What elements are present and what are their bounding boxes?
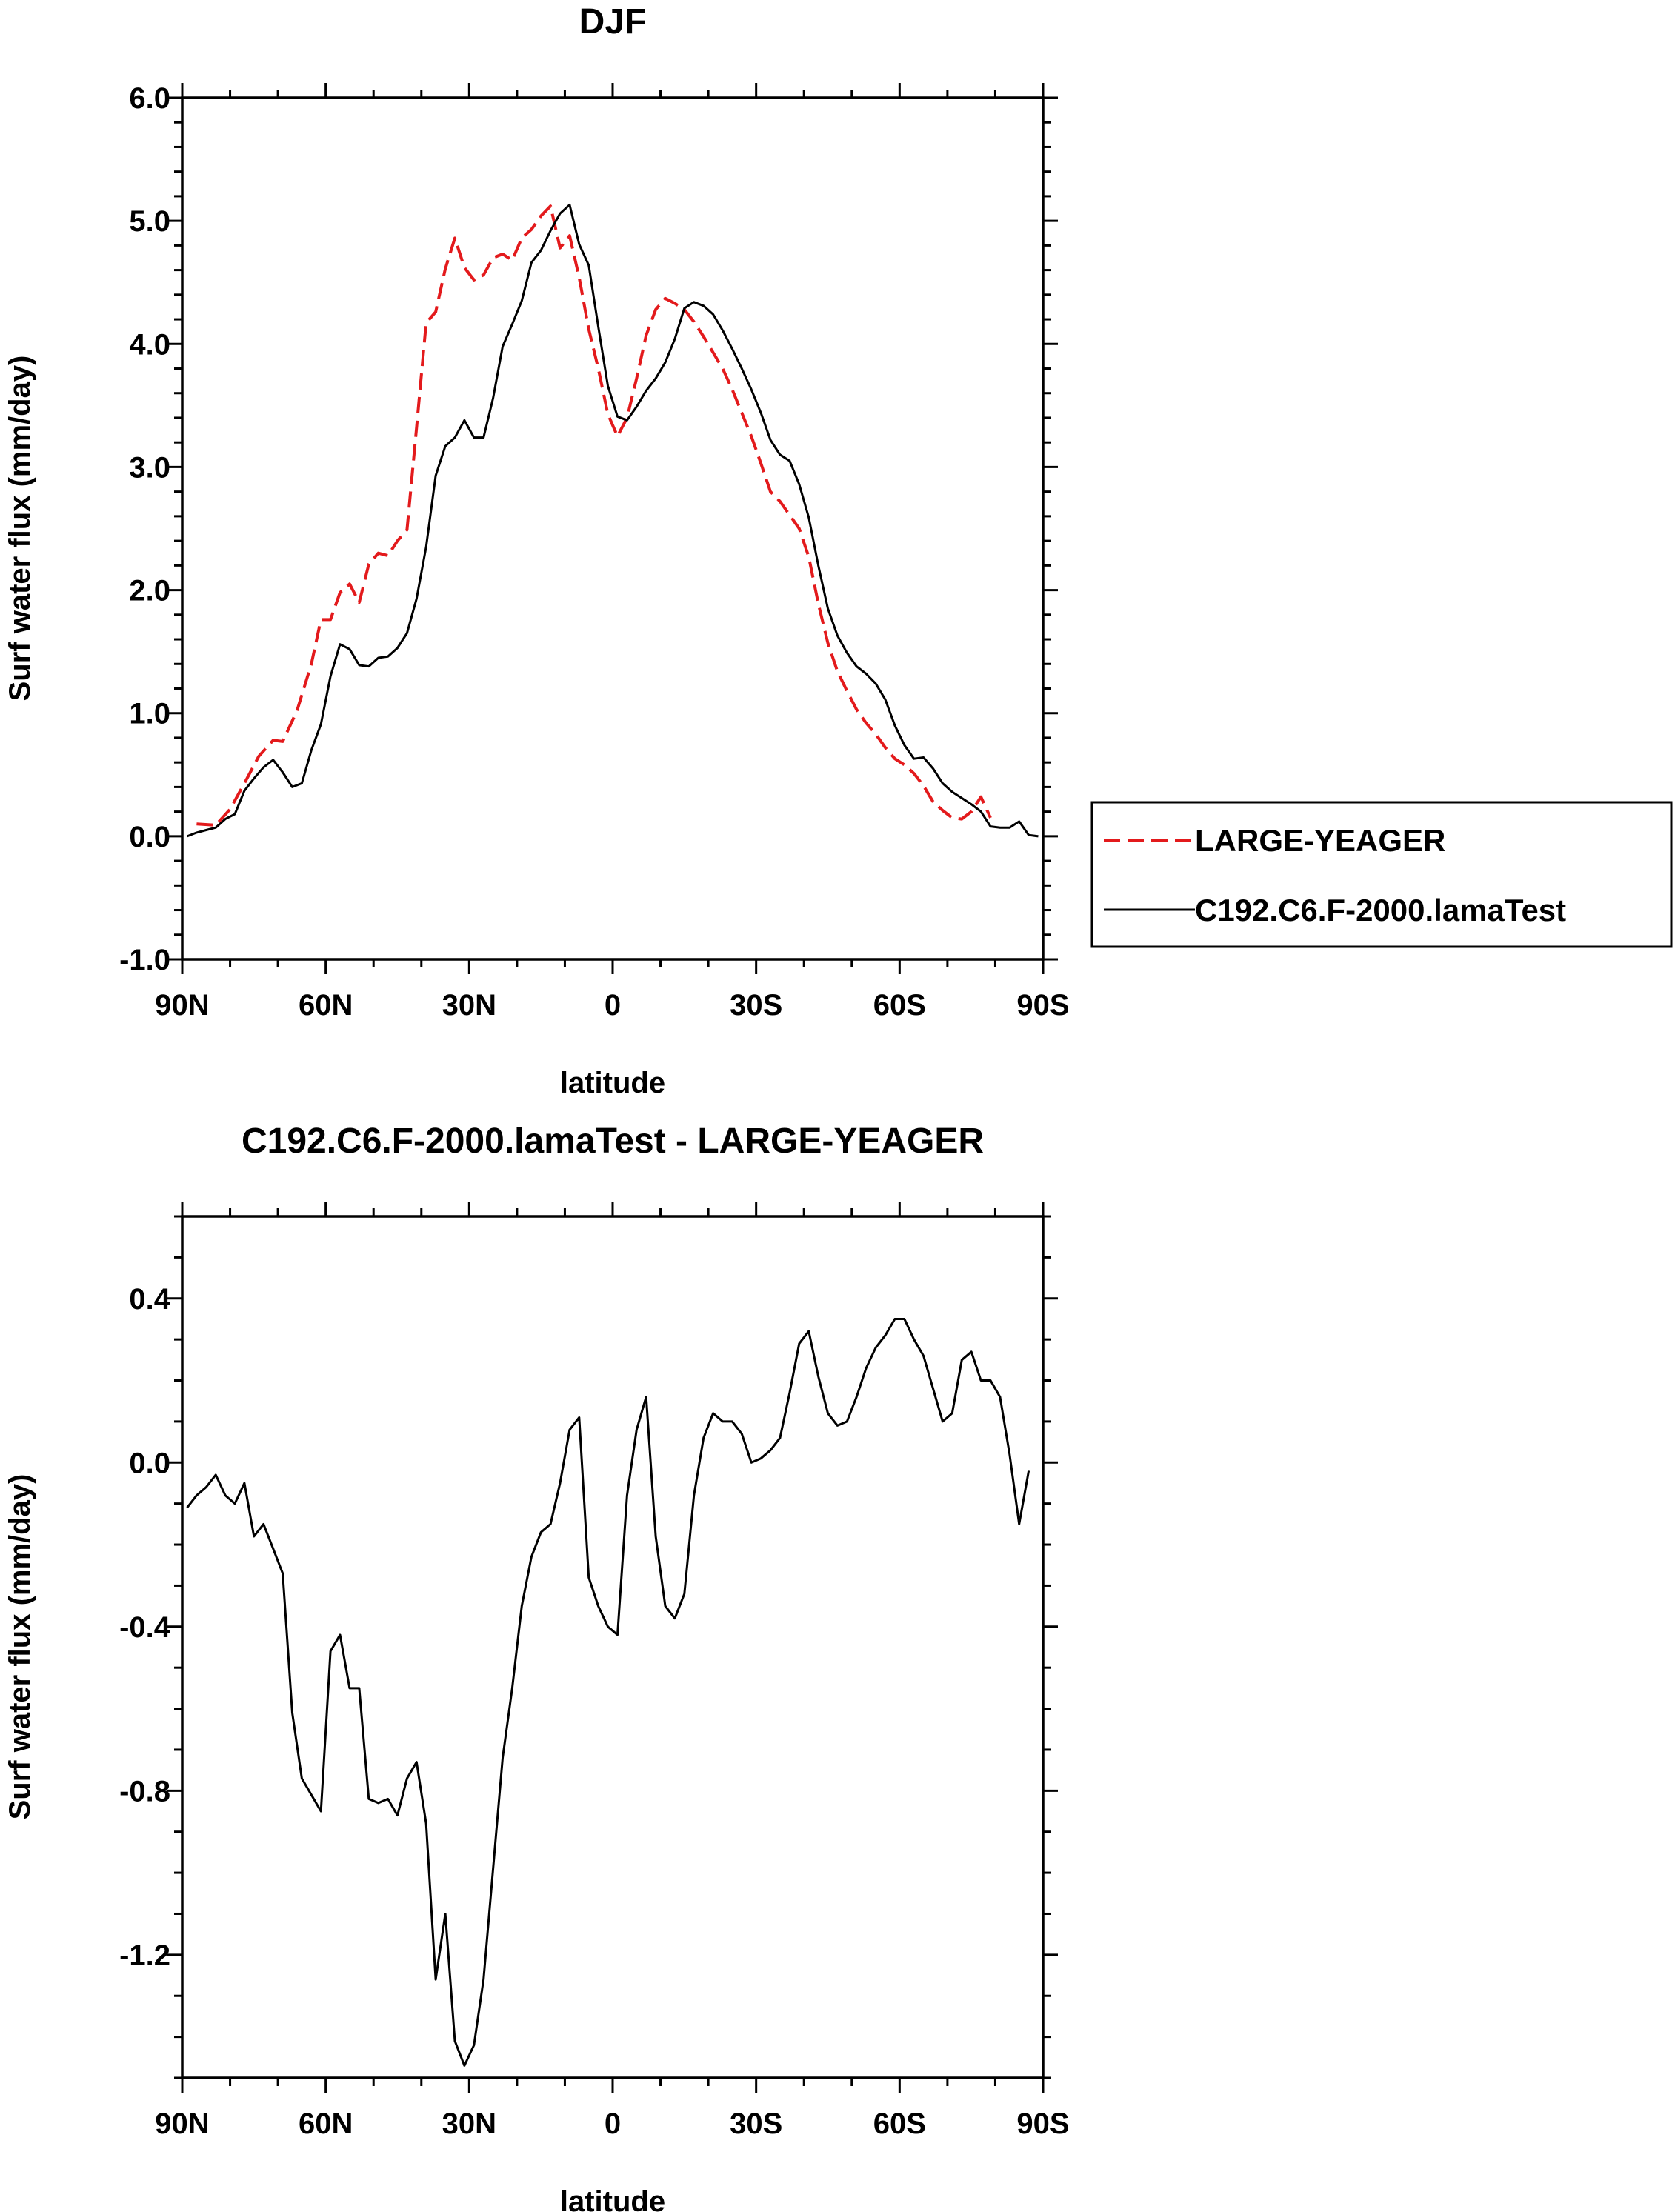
legend-box <box>1090 801 1673 948</box>
panel-bottom: C192.C6.F-2000.lamaTest - LARGE-YEAGER 9… <box>4 1122 1070 2212</box>
x-tick-label: 0 <box>605 989 621 1022</box>
legend-label-model: C192.C6.F-2000.lamaTest <box>1195 893 1566 927</box>
panel-bottom-tick-labels: 90N 60N 30N 0 30S 60S 90S 0.4 0.0 -0.4 -0.8 -1.2 <box>119 1283 1070 2140</box>
y-tick-label: 5.0 <box>129 205 170 238</box>
panel-bottom-ticks <box>167 1202 1058 2093</box>
x-tick-label: 90S <box>1016 989 1069 1022</box>
x-tick-label: 60N <box>299 2108 353 2140</box>
y-tick-label: 4.0 <box>129 328 170 361</box>
panel-bottom-series-line-0 <box>186 1318 1030 2067</box>
x-tick-label: 0 <box>605 2108 621 2140</box>
panel-bottom-title: C192.C6.F-2000.lamaTest - LARGE-YEAGER <box>242 1122 984 1161</box>
legend-label-large-yeager: LARGE-YEAGER <box>1195 823 1445 858</box>
x-tick-label: 90S <box>1016 2108 1069 2140</box>
panel-bottom-series <box>186 1318 1030 2067</box>
y-tick-label: 1.0 <box>129 698 170 730</box>
y-tick-label: 0.4 <box>129 1283 170 1316</box>
legend: LARGE-YEAGER C192.C6.F-2000.lamaTest <box>1090 801 1673 948</box>
panel-top-ticks <box>167 83 1058 974</box>
y-tick-label: 2.0 <box>129 575 170 607</box>
panel-top: DJF 90N 60N 30N 0 30S 60S 90S 6.0 5.0 4.0 3.0 2.0 1.… <box>4 2 1070 1099</box>
x-tick-label: 30N <box>442 2108 496 2140</box>
y-tick-label: 0.0 <box>129 821 170 853</box>
x-tick-label: 90N <box>155 989 209 1022</box>
panel-bottom-y-axis-label: Surf water flux (mm/day) <box>4 1474 36 1820</box>
panel-top-y-axis-label: Surf water flux (mm/day) <box>4 356 36 702</box>
y-tick-label: 3.0 <box>129 451 170 484</box>
panel-top-x-axis-label: latitude <box>560 1067 665 1099</box>
x-tick-label: 30S <box>730 2108 782 2140</box>
panel-top-series <box>186 204 1039 838</box>
x-tick-label: 30N <box>442 989 496 1022</box>
y-tick-label: 6.0 <box>129 82 170 115</box>
y-tick-label: 0.0 <box>129 1447 170 1479</box>
panel-top-title: DJF <box>579 2 647 41</box>
x-tick-label: 60S <box>873 989 926 1022</box>
panel-top-series-line-0 <box>196 204 992 827</box>
x-tick-label: 90N <box>155 2108 209 2140</box>
x-tick-label: 30S <box>730 989 782 1022</box>
y-tick-label: -1.0 <box>119 944 170 976</box>
x-tick-label: 60S <box>873 2108 926 2140</box>
y-tick-label: -0.4 <box>119 1611 171 1644</box>
panel-top-tick-labels: 90N 60N 30N 0 30S 60S 90S 6.0 5.0 4.0 3.0 2.0 1.0 0.0… <box>119 82 1070 1022</box>
y-tick-label: -0.8 <box>119 1775 170 1808</box>
panel-bottom-x-axis-label: latitude <box>560 2185 665 2212</box>
y-tick-label: -1.2 <box>119 1939 170 1972</box>
panel-top-series-line-1 <box>186 204 1039 838</box>
x-tick-label: 60N <box>299 989 353 1022</box>
